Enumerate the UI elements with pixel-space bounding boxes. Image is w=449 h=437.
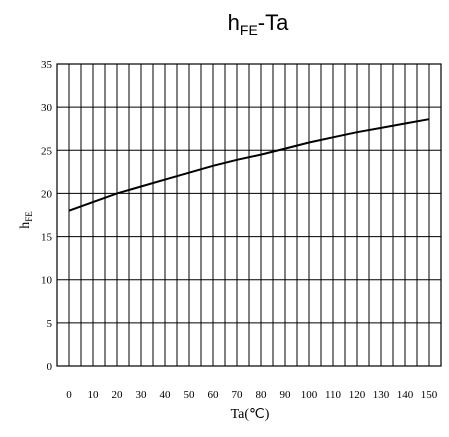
x-tick-label: 130 [373,389,390,401]
series-layer [68,118,430,212]
y-tick-label: 30 [41,102,53,114]
series-line [68,118,430,212]
x-tick-label: 60 [208,389,220,401]
x-tick-labels: 0 10 20 30 40 50 60 70 80 90 100 110 120 130 140 150 [66,389,438,401]
y-tick-label: 25 [41,145,53,157]
x-tick-label: 140 [397,389,414,401]
x-tick-label: 80 [256,389,268,401]
chart-title: hFE-Ta [228,10,289,38]
y-axis-label: hFE [18,211,34,229]
y-tick-label: 15 [41,232,53,244]
x-tick-label: 0 [66,389,72,401]
y-tick-label: 35 [41,59,53,71]
x-tick-label: 110 [325,389,342,401]
y-tick-label: 20 [41,188,53,200]
chart-title-sub: FE [240,22,258,38]
x-tick-label: 90 [280,389,292,401]
grid [56,63,442,367]
x-tick-label: 10 [88,389,100,401]
y-tick-label: 0 [47,361,53,373]
x-tick-label: 50 [184,389,196,401]
y-axis-label-sub: FE [24,211,34,222]
x-tick-label: 120 [349,389,366,401]
x-tick-label: 30 [136,389,148,401]
x-tick-label: 150 [421,389,438,401]
x-tick-label: 100 [301,389,318,401]
y-tick-labels: 0 5 10 15 20 25 30 35 [41,59,53,373]
chart-title-main: h [228,10,240,35]
chart-title-tail: -Ta [258,10,289,35]
x-tick-label: 40 [160,389,172,401]
y-tick-label: 10 [41,275,53,287]
plot-frame [56,63,442,367]
x-tick-label: 20 [112,389,124,401]
x-axis-label: Ta(℃) [231,407,270,422]
y-axis-label-main: h [18,222,33,229]
x-tick-label: 70 [232,389,244,401]
y-tick-label: 5 [47,318,53,330]
